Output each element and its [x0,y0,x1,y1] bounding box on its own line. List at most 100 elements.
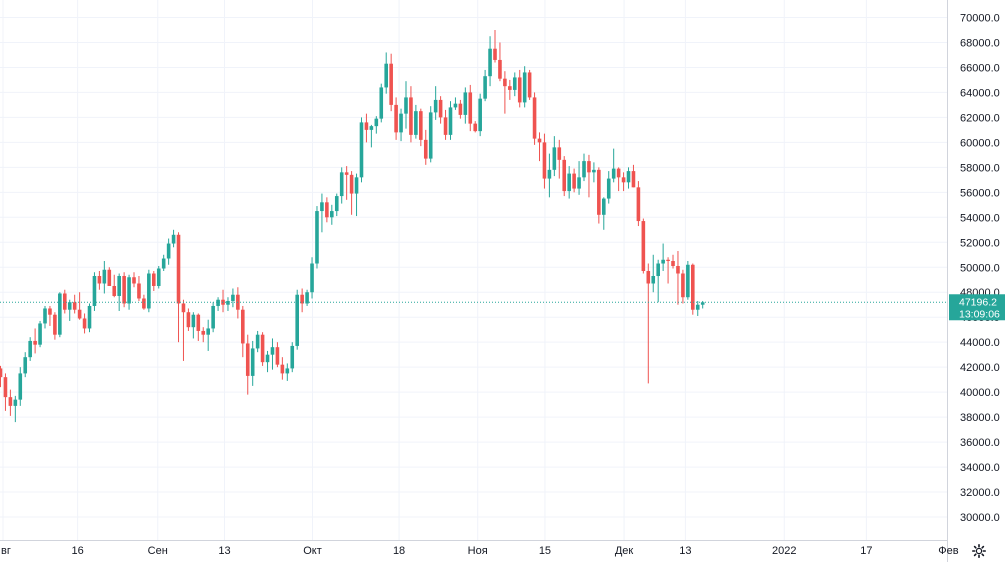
price-axis[interactable]: 30000.0 32000.0 34000.0 36000.0 38000.0 40000… [947,0,1000,562]
settings-gear-icon[interactable] [966,540,992,562]
candle [557,139,562,179]
candle [676,251,680,305]
candle-body [0,368,3,378]
candle [394,97,398,140]
candle [463,87,468,124]
candle [671,254,675,269]
candle-body [67,302,72,310]
candle-body [147,273,151,309]
candle-body [280,364,285,374]
candle-body [404,97,408,114]
candle [646,263,651,384]
candle [147,269,151,313]
candle-body [597,169,601,215]
last-price-value: 47196.2 [959,296,997,308]
candle-body [226,300,230,305]
candle [577,161,581,195]
candle [651,254,656,293]
candle-body [611,168,616,179]
candle [433,86,438,120]
candle-body [3,377,8,398]
candle-body [176,234,181,304]
candle-body [97,275,102,284]
candle-body [433,99,438,113]
candle-body [409,97,413,135]
candle [443,109,448,140]
x-tick-label: Дек [615,545,634,557]
y-tick-label: 36000.0 [960,437,1000,449]
candle-body [483,76,487,99]
candle-body [161,258,166,269]
candle [151,271,156,291]
candle [592,162,596,183]
time-axis[interactable]: вг 16 Сен 13 Окт 18 Ноя 15 Дек 13 2022 17 Фев [0,540,959,558]
candle [552,136,557,177]
candle-body [142,298,146,309]
candle-body [364,122,369,130]
candle [290,342,295,373]
candle [414,104,418,139]
candle [196,313,201,341]
candle-body [137,283,141,299]
candle-body [334,196,339,212]
candle-body [211,305,215,329]
candle [344,166,349,200]
x-tick-label: 18 [393,545,405,557]
candle-body [102,269,107,284]
x-tick-label: 13 [679,545,691,557]
candle-body [132,277,136,284]
candle-body [92,275,97,306]
candle [285,363,290,381]
candle [226,297,230,311]
candle-body [38,323,42,345]
candle [275,342,280,368]
candle [661,243,665,272]
candle-body [43,308,47,324]
candle-body [171,234,176,244]
x-tick-label: 16 [72,545,84,557]
candle [300,288,304,313]
candle-body [260,334,265,363]
candle [245,334,250,395]
candle [453,97,458,110]
candle [255,330,260,353]
candle-body [250,348,255,376]
candle [171,229,176,248]
candle-body [522,72,527,103]
candle [320,193,324,233]
candle-body [438,99,443,118]
candle-body [300,294,304,304]
y-tick-label: 52000.0 [960,237,1000,249]
candle-body [241,309,245,344]
candle-body [656,263,660,276]
y-tick-label: 30000.0 [960,512,1000,524]
candle-body [245,343,250,376]
candle-body [325,202,329,218]
candle-body [127,277,131,304]
candle [686,261,690,300]
candle [419,108,423,147]
candle-body [631,171,636,188]
candle [181,299,186,361]
candle [206,319,210,351]
candle-body [62,293,67,310]
candle [606,171,611,204]
candle-body [676,266,680,274]
candle-body [53,314,57,335]
candle [3,373,8,411]
candle-body [330,211,334,218]
candle [315,206,319,269]
candle [458,99,463,119]
candle [517,69,522,108]
candle [666,257,670,284]
candle [13,395,18,423]
candle-body [488,48,492,77]
candle-body [463,92,468,115]
candle [656,259,660,303]
candle-body [166,243,171,259]
candle [695,300,700,316]
candle-body [428,112,433,159]
candle-body [562,159,567,192]
candle-body [606,178,611,199]
